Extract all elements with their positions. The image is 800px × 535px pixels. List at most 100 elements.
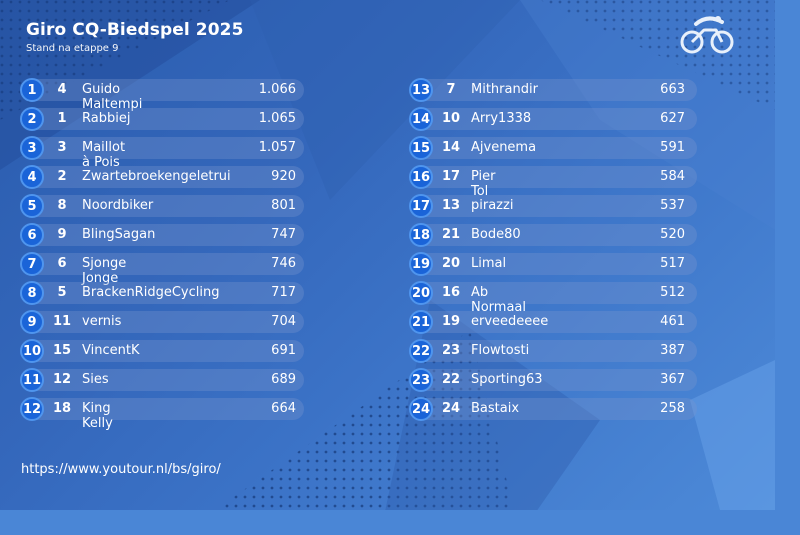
player-score: 717 [271, 285, 296, 300]
rank-badge: 21 [409, 310, 433, 334]
previous-rank: 3 [57, 140, 67, 155]
player-score: 689 [271, 372, 296, 387]
rank-badge: 1 [20, 78, 44, 102]
player-name: Arry1338 [471, 111, 532, 126]
player-score: 691 [271, 343, 296, 358]
rank-badge: 22 [409, 339, 433, 363]
player-name: Ab Normaal [471, 285, 527, 315]
rank-badge: 16 [409, 165, 433, 189]
player-score: 704 [271, 314, 296, 329]
player-score: 520 [660, 227, 685, 242]
previous-rank: 11 [52, 314, 72, 329]
player-score: 537 [660, 198, 685, 213]
rank-badge: 19 [409, 252, 433, 276]
player-score: 627 [660, 111, 685, 126]
player-name: Pier Tol [471, 169, 496, 199]
previous-rank: 2 [57, 169, 67, 184]
player-score: 591 [660, 140, 685, 155]
previous-rank: 10 [441, 111, 461, 126]
row-background [24, 311, 304, 333]
player-score: 512 [660, 285, 685, 300]
rank-badge: 23 [409, 368, 433, 392]
header: Giro CQ-Biedspel 2025 Stand na etappe 9 [26, 20, 244, 54]
rank-badge: 3 [20, 136, 44, 160]
cyclist-logo-icon [680, 16, 734, 54]
row-background [413, 224, 697, 246]
row-background [24, 166, 304, 188]
row-background [413, 195, 697, 217]
previous-rank: 21 [441, 227, 461, 242]
row-background [24, 282, 304, 304]
rank-badge: 13 [409, 78, 433, 102]
previous-rank: 8 [57, 198, 67, 213]
row-background [413, 108, 697, 130]
rank-badge: 14 [409, 107, 433, 131]
player-score: 387 [660, 343, 685, 358]
previous-rank: 20 [441, 256, 461, 271]
player-name: Flowtosti [471, 343, 530, 358]
row-background [24, 253, 304, 275]
rank-badge: 4 [20, 165, 44, 189]
player-name: Rabbiej [82, 111, 131, 126]
row-background [413, 340, 697, 362]
previous-rank: 14 [441, 140, 461, 155]
rank-badge: 10 [20, 339, 44, 363]
previous-rank: 5 [57, 285, 67, 300]
row-background [24, 137, 304, 159]
row-background [24, 224, 304, 246]
player-name: Maillot à Pois [82, 140, 126, 170]
previous-rank: 9 [57, 227, 67, 242]
rank-badge: 11 [20, 368, 44, 392]
previous-rank: 19 [441, 314, 461, 329]
row-background [24, 108, 304, 130]
rank-badge: 20 [409, 281, 433, 305]
page-subtitle: Stand na etappe 9 [26, 43, 119, 54]
row-background [413, 79, 697, 101]
player-score: 258 [660, 401, 685, 416]
player-name: Bode80 [471, 227, 521, 242]
rank-badge: 15 [409, 136, 433, 160]
row-background [24, 340, 304, 362]
previous-rank: 23 [441, 343, 461, 358]
footer-url: https://www.youtour.nl/bs/giro/ [21, 462, 221, 477]
player-name: Noordbiker [82, 198, 154, 213]
previous-rank: 4 [57, 82, 67, 97]
rank-badge: 2 [20, 107, 44, 131]
player-name: vernis [82, 314, 122, 329]
player-score: 664 [271, 401, 296, 416]
previous-rank: 12 [52, 372, 72, 387]
player-score: 1.057 [258, 140, 296, 155]
rank-badge: 17 [409, 194, 433, 218]
previous-rank: 16 [441, 285, 461, 300]
player-score: 663 [660, 82, 685, 97]
row-background [413, 166, 697, 188]
player-name: Sies [82, 372, 109, 387]
rank-badge: 8 [20, 281, 44, 305]
player-name: pirazzi [471, 198, 514, 213]
previous-rank: 17 [441, 169, 461, 184]
previous-rank: 15 [52, 343, 72, 358]
rank-badge: 24 [409, 397, 433, 421]
player-score: 584 [660, 169, 685, 184]
row-background [24, 398, 304, 420]
rank-badge: 6 [20, 223, 44, 247]
player-name: Ajvenema [471, 140, 537, 155]
row-background [413, 137, 697, 159]
player-name: BrackenRidgeCycling [82, 285, 220, 300]
rank-badge: 9 [20, 310, 44, 334]
player-name: Sjonge Jonge [82, 256, 127, 286]
row-background [24, 369, 304, 391]
rank-badge: 12 [20, 397, 44, 421]
player-score: 461 [660, 314, 685, 329]
player-name: BlingSagan [82, 227, 156, 242]
player-score: 746 [271, 256, 296, 271]
previous-rank: 6 [57, 256, 67, 271]
player-score: 747 [271, 227, 296, 242]
previous-rank: 22 [441, 372, 461, 387]
player-name: Guido Maltempi [82, 82, 143, 112]
player-name: VincentK [82, 343, 140, 358]
player-name: Sporting63 [471, 372, 543, 387]
row-background [413, 253, 697, 275]
player-score: 367 [660, 372, 685, 387]
player-score: 801 [271, 198, 296, 213]
